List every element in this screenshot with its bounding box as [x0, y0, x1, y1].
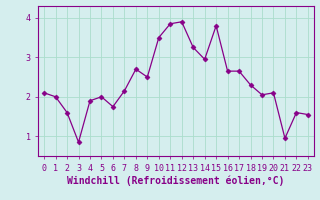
- X-axis label: Windchill (Refroidissement éolien,°C): Windchill (Refroidissement éolien,°C): [67, 175, 285, 186]
